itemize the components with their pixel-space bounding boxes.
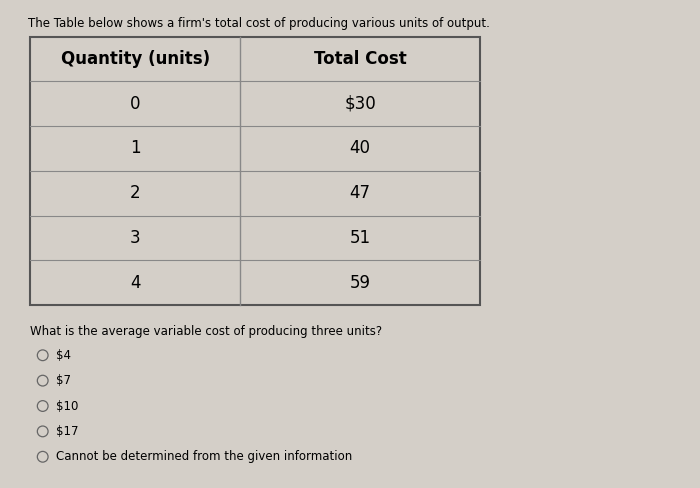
Text: 40: 40 <box>350 140 371 158</box>
Text: The Table below shows a firm's total cost of producing various units of output.: The Table below shows a firm's total cos… <box>28 17 490 30</box>
Text: 1: 1 <box>130 140 141 158</box>
Text: 2: 2 <box>130 184 141 202</box>
Text: 3: 3 <box>130 229 141 247</box>
Text: $17: $17 <box>57 425 79 438</box>
Text: $30: $30 <box>344 95 376 113</box>
Text: Total Cost: Total Cost <box>314 50 407 68</box>
Text: Cannot be determined from the given information: Cannot be determined from the given info… <box>57 450 353 463</box>
Text: 4: 4 <box>130 274 140 292</box>
Text: 59: 59 <box>350 274 371 292</box>
Text: 51: 51 <box>349 229 371 247</box>
Text: 0: 0 <box>130 95 140 113</box>
Text: 47: 47 <box>350 184 371 202</box>
Text: $10: $10 <box>57 400 79 412</box>
Text: Quantity (units): Quantity (units) <box>60 50 210 68</box>
Text: What is the average variable cost of producing three units?: What is the average variable cost of pro… <box>30 325 382 338</box>
Text: $4: $4 <box>57 349 71 362</box>
Text: $7: $7 <box>57 374 71 387</box>
